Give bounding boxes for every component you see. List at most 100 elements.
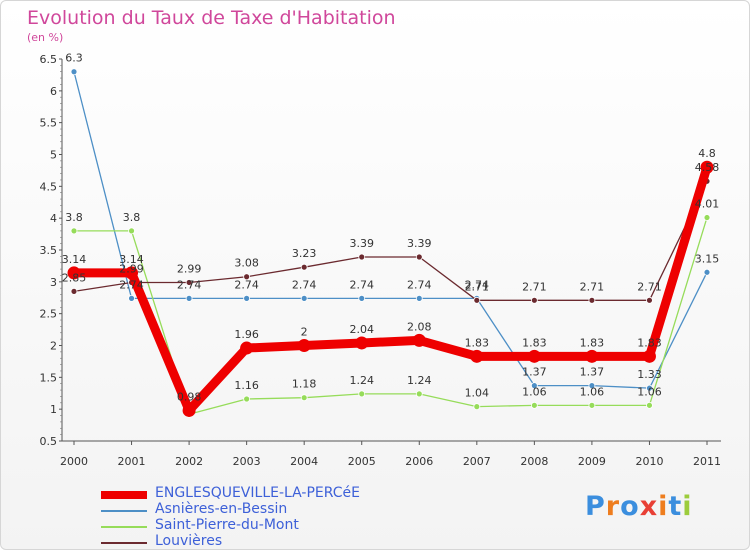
data-point: [588, 296, 596, 304]
data-label: 4.01: [695, 198, 720, 211]
data-label: 1.06: [522, 385, 547, 398]
data-label: 3.39: [407, 237, 432, 250]
y-tick-label: 6: [50, 85, 57, 98]
data-label: 1.37: [580, 366, 605, 379]
x-tick-label: 2007: [463, 455, 491, 468]
data-label: 3.15: [695, 252, 720, 265]
data-point: [240, 341, 254, 355]
data-point: [527, 349, 541, 363]
data-point: [128, 294, 135, 302]
data-label: 1.24: [407, 374, 432, 387]
data-label: 1.24: [349, 374, 374, 387]
data-point: [530, 401, 538, 409]
legend-label: ENGLESQUEVILLE-LA-PERCéE: [155, 485, 361, 501]
y-tick-label: 4: [50, 212, 57, 225]
data-label: 2.74: [292, 278, 317, 291]
data-point: [185, 294, 193, 302]
data-point: [358, 253, 366, 261]
data-point: [703, 268, 711, 276]
data-label: 2.71: [637, 280, 662, 293]
data-point: [125, 266, 139, 280]
data-point: [355, 336, 369, 350]
y-tick-label: 3.5: [40, 244, 58, 257]
y-tick-label: 3: [50, 276, 57, 289]
data-label: 1.37: [522, 366, 547, 379]
data-label: 3.14: [119, 253, 144, 266]
data-point: [470, 349, 484, 363]
data-point: [300, 263, 308, 271]
data-point: [128, 227, 135, 235]
data-point: [358, 294, 366, 302]
legend-label: Louvières: [155, 533, 223, 549]
x-tick-label: 2006: [405, 455, 433, 468]
data-label: 2.74: [234, 278, 259, 291]
data-label: 2.99: [119, 262, 144, 275]
data-label: 2: [301, 326, 308, 339]
data-point: [67, 266, 81, 280]
data-label: 2.08: [407, 320, 432, 333]
data-point: [185, 279, 193, 286]
data-point: [300, 394, 308, 402]
x-tick-label: 2000: [60, 455, 88, 468]
data-point: [358, 390, 366, 398]
data-point: [642, 349, 656, 363]
chart-title: Evolution du Taux de Taxe d'Habitation: [27, 7, 396, 29]
x-tick-label: 2002: [175, 455, 203, 468]
data-point: [473, 403, 481, 411]
legend-label: Saint-Pierre-du-Mont: [155, 517, 299, 533]
data-label: 1.96: [234, 328, 259, 341]
data-point: [297, 339, 311, 352]
proxiti-logo: Proxiti: [585, 491, 693, 522]
series-line: [73, 180, 708, 301]
x-tick-label: 2005: [348, 455, 376, 468]
y-tick-label: 5: [50, 149, 57, 162]
data-label: 2.71: [522, 280, 547, 293]
data-label: 3.8: [123, 211, 141, 224]
x-tick-label: 2008: [520, 455, 548, 468]
data-point: [415, 390, 423, 398]
x-tick-label: 2010: [635, 455, 663, 468]
data-label: 2.74: [119, 278, 144, 291]
data-point: [70, 227, 78, 235]
y-tick-label: 2: [50, 340, 57, 353]
x-tick-label: 2004: [290, 455, 318, 468]
data-point: [473, 296, 481, 304]
legend-label: Asnières-en-Bessin: [155, 501, 288, 517]
y-tick-label: 1: [50, 403, 57, 416]
data-label: 1.83: [580, 336, 605, 349]
data-point: [646, 296, 653, 304]
y-tick-label: 6.5: [40, 53, 58, 66]
data-label: 1.18: [292, 378, 317, 391]
data-point: [585, 349, 599, 363]
y-tick-label: 4.5: [40, 180, 58, 193]
data-label: 2.85: [62, 271, 87, 284]
data-point: [243, 294, 251, 302]
data-label: 2.99: [177, 262, 202, 275]
data-label: 1.06: [637, 385, 662, 398]
data-point: [415, 253, 423, 261]
series-line: [73, 216, 708, 415]
data-label: 2.74: [465, 278, 490, 291]
chart-unit-label: (en %): [27, 31, 64, 44]
x-tick-label: 2001: [118, 455, 146, 468]
data-label: 2.04: [349, 323, 374, 336]
data-point: [70, 68, 78, 76]
data-point: [70, 287, 78, 295]
data-point: [530, 296, 538, 304]
y-tick-label: 0.5: [40, 435, 58, 448]
data-point: [182, 403, 196, 417]
data-label: 4.8: [698, 147, 716, 160]
legend-swatch: [101, 491, 147, 499]
data-point: [300, 294, 308, 302]
data-label: 0.98: [177, 390, 202, 403]
data-label: 2.74: [407, 278, 432, 291]
data-point: [243, 395, 251, 403]
data-point: [646, 384, 653, 392]
data-label: 2.71: [465, 280, 490, 293]
x-tick-label: 2009: [578, 455, 606, 468]
data-point: [588, 382, 596, 390]
data-label: 1.83: [465, 336, 490, 349]
y-tick-label: 5.5: [40, 117, 58, 130]
legend-swatch: [101, 542, 147, 544]
